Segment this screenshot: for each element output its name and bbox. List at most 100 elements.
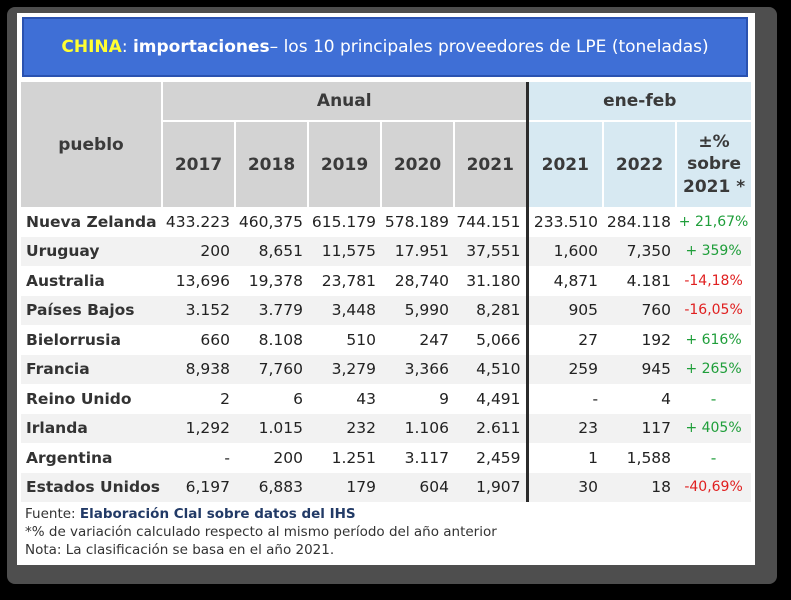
annual-value: 8,651 xyxy=(235,236,308,266)
country-name: Países Bajos xyxy=(21,295,162,325)
annual-value: 2,459 xyxy=(454,443,529,473)
table-row: Argentina - 200 1.251 3.117 2,459 1 1,588 - xyxy=(21,443,751,473)
annual-value: 4,491 xyxy=(454,384,529,414)
table-row: Nueva Zelanda 433.223 460,375 615.179 578.18… xyxy=(21,207,751,237)
period-value: 4 xyxy=(661,389,672,408)
pct-change: + 405% xyxy=(676,413,752,443)
annual-value: 3,366 xyxy=(381,354,454,384)
table-row: Francia 8,938 7,760 3,279 3,366 4,510 259 945 + … xyxy=(21,354,752,384)
annual-value: 1,907 xyxy=(454,472,529,502)
ranking-note: Nota: La clasificación se basa en el año… xyxy=(25,542,335,558)
pct-change: -16,05% xyxy=(676,295,752,325)
header-year: 2018 xyxy=(235,121,309,207)
header-year: 2021 xyxy=(454,121,529,207)
country-name: Australia xyxy=(26,271,105,290)
annual-value: 31.180 xyxy=(454,266,529,296)
period-value: 27 xyxy=(578,330,599,349)
annual-value: 6 xyxy=(293,389,303,408)
annual-value: 578.189 xyxy=(384,212,449,231)
annual-value: 2 xyxy=(220,389,230,408)
annual-value: 604 xyxy=(381,472,454,502)
country-name: Argentina xyxy=(26,448,113,467)
pct-change: + 359% xyxy=(676,236,752,266)
annual-value: 4,510 xyxy=(454,354,529,384)
annual-value: 3,448 xyxy=(308,295,381,325)
period-value: 259 xyxy=(527,354,604,384)
annual-value: 2.611 xyxy=(454,413,529,443)
country-name: Irlanda xyxy=(21,413,162,443)
annual-value: 11,575 xyxy=(308,236,381,266)
pct-change: + 265% xyxy=(676,354,752,384)
annual-value: 1.106 xyxy=(381,413,454,443)
header-period-year: 2021 xyxy=(527,121,605,207)
source-note: Fuente: Elaboración Clal sobre datos del… xyxy=(25,505,497,523)
period-value: 233.510 xyxy=(533,212,599,231)
annual-value: 8,281 xyxy=(454,295,529,325)
footnotes: Fuente: Elaboración Clal sobre datos del… xyxy=(25,505,497,559)
annual-value: 7,760 xyxy=(235,354,308,384)
country-name: Estados Unidos xyxy=(21,472,162,502)
period-value: - xyxy=(592,389,599,408)
period-value: 4,871 xyxy=(553,271,599,290)
annual-value: 37,551 xyxy=(454,236,529,266)
annual-value: 13,696 xyxy=(175,271,230,290)
annual-value: 3.117 xyxy=(404,448,449,467)
pct-change: - xyxy=(710,389,717,408)
header-pct-change: ±% sobre 2021 * xyxy=(676,121,752,207)
period-value: 760 xyxy=(603,295,677,325)
period-value: 1,600 xyxy=(527,236,604,266)
header-annual: Anual xyxy=(162,82,529,122)
annual-value: 1,292 xyxy=(162,413,235,443)
pct-change: + 616% xyxy=(685,331,742,348)
annual-value: 6,197 xyxy=(162,472,235,502)
annual-value: 6,883 xyxy=(235,472,308,502)
country-name: Nueva Zelanda xyxy=(26,212,157,231)
annual-value: 433.223 xyxy=(165,212,230,231)
country-name: Bielorrusia xyxy=(26,330,121,349)
annual-value: 19,378 xyxy=(248,271,303,290)
annual-value: 744.151 xyxy=(454,207,529,237)
annual-value: 5,066 xyxy=(454,325,529,355)
period-value: 1,588 xyxy=(626,448,672,467)
annual-value: 3.779 xyxy=(235,295,308,325)
period-value: 30 xyxy=(527,472,604,502)
annual-value: 3.152 xyxy=(162,295,235,325)
pct-change: -40,69% xyxy=(676,472,752,502)
annual-value: 510 xyxy=(346,330,376,349)
annual-value: 660 xyxy=(200,330,230,349)
period-value: 284.118 xyxy=(606,212,672,231)
period-value: 192 xyxy=(641,330,672,349)
header-year: 2017 xyxy=(162,121,236,207)
source-label: Fuente: xyxy=(25,506,80,522)
annual-value: 200 xyxy=(162,236,235,266)
annual-value: - xyxy=(224,448,230,467)
period-value: 117 xyxy=(603,413,677,443)
annual-value: 460,375 xyxy=(238,212,303,231)
annual-value: 1.015 xyxy=(235,413,308,443)
annual-value: 615.179 xyxy=(311,212,376,231)
table-row: Uruguay 200 8,651 11,575 17.951 37,551 1,600 7,… xyxy=(21,236,752,266)
annual-value: 1.251 xyxy=(331,448,376,467)
annual-value: 179 xyxy=(308,472,381,502)
country-name: Reino Unido xyxy=(26,389,132,408)
table-row: Australia 13,696 19,378 23,781 28,740 31.180 4… xyxy=(21,266,751,296)
period-value: 4.181 xyxy=(626,271,672,290)
table-title: CHINA: importaciones – los 10 principale… xyxy=(22,17,748,77)
country-name: Francia xyxy=(21,354,162,384)
country-name: Uruguay xyxy=(21,236,162,266)
period-value: 945 xyxy=(603,354,677,384)
title-rest: – los 10 principales proveedores de LPE … xyxy=(269,37,709,57)
annual-value: 5,990 xyxy=(381,295,454,325)
annual-value: 9 xyxy=(439,389,449,408)
header-year: 2020 xyxy=(381,121,455,207)
header-pct-line: 2021 * xyxy=(682,176,746,197)
pct-change: - xyxy=(710,448,717,467)
period-value: 18 xyxy=(603,472,677,502)
annual-value: 8.108 xyxy=(258,330,303,349)
title-keyword: importaciones xyxy=(132,37,270,57)
period-value: 905 xyxy=(527,295,604,325)
annual-value: 3,279 xyxy=(308,354,381,384)
period-value: 23 xyxy=(527,413,604,443)
annual-value: 28,740 xyxy=(394,271,449,290)
pct-change: -14,18% xyxy=(684,272,743,289)
